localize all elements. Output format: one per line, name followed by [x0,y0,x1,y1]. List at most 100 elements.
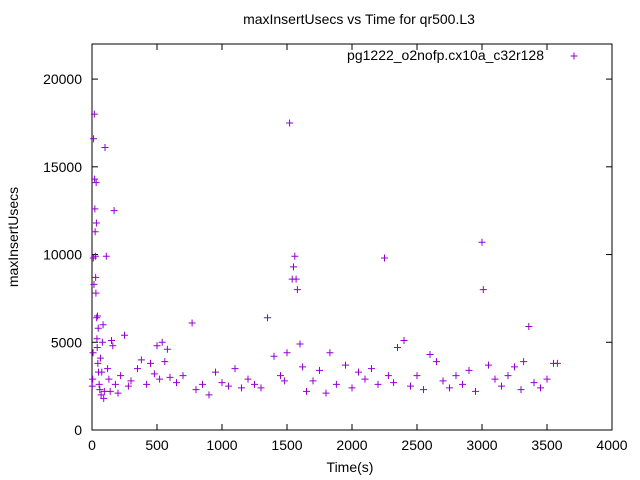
data-point [251,380,258,388]
x-tick-label: 0 [88,437,96,453]
data-point [92,219,100,227]
data-point [472,387,479,395]
data-point [485,361,492,369]
data-point [459,380,466,388]
data-point [537,384,544,392]
data-point [420,386,427,394]
data-point [156,375,164,383]
data-point [114,389,122,397]
data-point [90,280,98,288]
x-tick-label: 2500 [401,437,432,453]
data-point [92,179,100,187]
x-tick-label: 4000 [596,437,627,453]
legend-marker [570,52,578,60]
data-point [439,377,447,385]
data-point [299,363,307,371]
data-point [91,205,99,213]
data-point [153,342,161,350]
data-point [150,370,158,378]
data-point [93,344,101,352]
data-point [264,314,271,322]
data-point [520,358,528,366]
data-point [348,384,356,392]
data-point [433,358,440,366]
legend: pg1222_o2nofp.cx10a_c32r128 [347,47,578,63]
data-point [280,377,288,385]
x-tick-label: 2000 [336,437,367,453]
data-point [88,382,96,390]
data-point [192,386,200,394]
data-point [225,382,232,390]
data-point [291,252,299,260]
data-point [101,144,109,152]
data-point [332,380,340,388]
data-point [97,391,105,399]
y-tick-label: 20000 [43,71,82,87]
data-point [525,322,533,330]
x-tick-label: 1500 [271,437,302,453]
data-point [511,363,518,371]
data-points [88,110,561,402]
data-point [390,379,398,387]
data-point [498,382,505,390]
x-tick-label: 1000 [206,437,237,453]
data-point [374,380,382,388]
data-point [90,135,98,143]
data-point [108,337,115,345]
data-point [166,373,174,381]
data-point [361,375,369,383]
legend-label: pg1222_o2nofp.cx10a_c32r128 [347,47,544,63]
data-point [517,386,525,394]
data-point [400,337,408,345]
data-point [530,379,538,387]
data-point [452,372,460,380]
data-point [93,312,101,320]
data-point [465,366,473,374]
data-point [283,349,291,357]
data-point [95,380,103,388]
data-point [290,263,297,271]
data-point [270,352,278,360]
data-point [124,382,132,390]
data-point [127,377,135,385]
data-point [426,351,434,359]
data-point [111,380,119,388]
data-point [117,372,125,380]
data-point [188,319,196,327]
data-point [93,314,101,322]
data-point [96,386,104,394]
data-point [309,377,317,385]
data-point [277,372,284,380]
axis-ticks: 0 500 1000 1500 2000 2500 3000 3500 4000 0 5000 100… [43,44,628,453]
data-point [147,359,154,367]
data-point [394,344,401,352]
data-point [205,391,213,399]
data-point [384,372,392,380]
plot-frame [91,43,613,431]
data-point [504,372,512,380]
data-point [89,349,97,357]
data-point [368,365,375,373]
data-point [316,366,323,374]
data-point [163,345,171,353]
data-point [98,368,106,376]
data-point [91,228,99,236]
data-point [303,387,310,395]
data-point [257,384,265,392]
data-point [413,372,421,380]
data-point [143,380,151,388]
data-point [102,252,110,260]
data-point [553,359,561,367]
data-point [407,382,414,390]
chart-title: maxInsertUsecs vs Time for qr500.L3 [243,11,475,27]
data-point [326,349,334,357]
data-point [94,324,102,332]
data-point [238,384,245,392]
data-point [105,375,113,383]
data-point [91,252,99,260]
data-point [121,331,128,339]
data-point [90,110,98,118]
data-point [104,365,112,373]
data-point [479,286,487,294]
